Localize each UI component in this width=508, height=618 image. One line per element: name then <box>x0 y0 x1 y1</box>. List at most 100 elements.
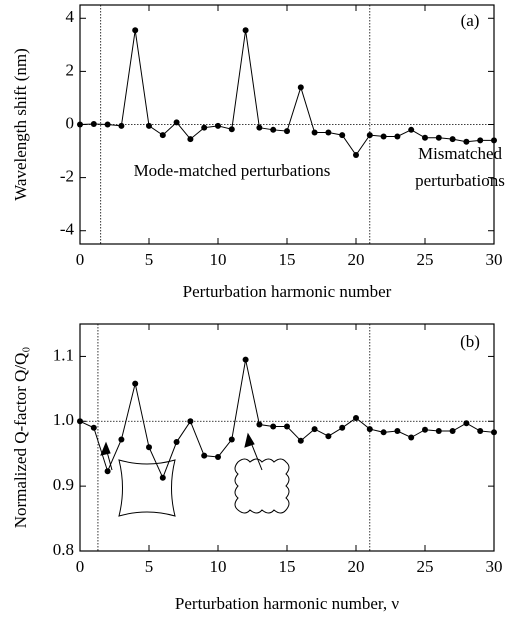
data-point <box>491 429 497 436</box>
y-axis-label: Normalized Q-factor Q/Q₀ <box>11 347 30 529</box>
annotation: perturbations <box>415 171 505 190</box>
y-tick-label: 0 <box>66 113 75 132</box>
data-point <box>215 453 221 460</box>
inset-shape <box>234 458 290 514</box>
data-point <box>215 122 221 129</box>
data-point <box>77 121 83 128</box>
data-point <box>104 121 111 128</box>
data-point <box>187 136 194 143</box>
data-point <box>104 468 111 475</box>
inset-shape <box>118 459 176 517</box>
data-point <box>242 356 249 363</box>
x-tick-label: 0 <box>76 557 85 576</box>
data-point <box>270 423 277 430</box>
data-point <box>90 424 97 431</box>
annotation: Mode-matched perturbations <box>134 161 331 180</box>
x-tick-label: 20 <box>348 557 365 576</box>
x-tick-label: 15 <box>279 250 296 269</box>
x-tick-label: 30 <box>486 557 503 576</box>
data-point <box>366 426 373 433</box>
data-point <box>118 436 125 443</box>
panel-label: (a) <box>461 11 480 30</box>
x-axis-label: Perturbation harmonic number <box>183 282 392 301</box>
x-tick-label: 20 <box>348 250 365 269</box>
data-point <box>353 415 359 422</box>
data-point <box>408 434 415 441</box>
x-tick-label: 25 <box>417 250 434 269</box>
data-point <box>477 137 484 144</box>
series-line <box>79 359 495 480</box>
data-point <box>270 126 277 133</box>
data-point <box>325 129 332 136</box>
x-tick-label: 0 <box>76 250 85 269</box>
data-point <box>201 452 208 459</box>
y-tick-label: 2 <box>66 60 75 79</box>
x-tick-label: 5 <box>145 250 154 269</box>
data-point <box>339 132 346 139</box>
y-tick-label: 1.0 <box>53 410 74 429</box>
inset-drawings <box>100 432 290 517</box>
x-tick-label: 10 <box>210 557 227 576</box>
y-axis-label: Wavelength shift (nm) <box>11 48 30 201</box>
data-point <box>366 132 373 139</box>
data-point <box>228 126 235 133</box>
chart-panel: 0 5 10 15 20 25 30 -4 -2 0 2 4 Perturbation harmonic… <box>11 4 505 301</box>
data-point <box>311 129 318 136</box>
arrow-head <box>100 441 111 456</box>
data-point <box>435 428 442 435</box>
x-axis-label: Perturbation harmonic number, ν <box>175 594 399 613</box>
data-point <box>449 428 456 435</box>
data-point <box>408 126 415 133</box>
data-point <box>256 421 263 428</box>
series-line <box>79 30 494 156</box>
plot-frame <box>79 323 495 552</box>
annotation: Mismatched <box>418 144 503 163</box>
data-point <box>118 122 125 129</box>
data-point <box>449 136 456 143</box>
y-tick-label: 1.1 <box>53 345 74 364</box>
panel-label: (b) <box>460 332 480 351</box>
y-tick-label: 0.8 <box>53 540 74 559</box>
data-point <box>339 424 346 431</box>
x-tick-label: 10 <box>210 250 227 269</box>
data-point <box>422 134 428 141</box>
data-point <box>463 420 470 427</box>
y-tick-label: -4 <box>60 220 75 239</box>
chart-panel: 0 5 10 15 20 25 30 0.8 0.9 1.0 1.1 Perturbation har… <box>11 323 503 613</box>
data-point <box>311 426 318 433</box>
y-tick-label: -2 <box>60 167 74 186</box>
data-point <box>146 122 152 129</box>
data-point <box>201 124 208 131</box>
arrow-head <box>244 432 255 448</box>
data-point <box>394 133 401 140</box>
data-point <box>256 124 263 131</box>
y-tick-label: 0.9 <box>53 475 74 494</box>
data-point <box>463 138 470 145</box>
data-point <box>491 137 497 144</box>
data-point <box>159 474 166 481</box>
x-tick-label: 25 <box>417 557 434 576</box>
x-tick-label: 5 <box>145 557 154 576</box>
data-point <box>77 418 83 425</box>
data-point <box>228 436 235 443</box>
data-point <box>159 132 166 139</box>
x-tick-label: 30 <box>486 250 503 269</box>
data-point <box>435 134 442 141</box>
data-point <box>353 152 359 159</box>
data-point <box>173 439 180 446</box>
data-point <box>380 133 387 140</box>
data-point <box>297 437 304 444</box>
data-point <box>394 428 401 435</box>
x-tick-label: 15 <box>279 557 296 576</box>
data-point <box>477 428 484 435</box>
y-tick-label: 4 <box>66 7 75 26</box>
data-point <box>187 418 194 425</box>
data-point <box>284 128 290 135</box>
data-point <box>325 433 332 440</box>
data-point <box>422 426 428 433</box>
data-point <box>90 120 97 127</box>
data-point <box>173 119 180 126</box>
data-point <box>380 429 387 436</box>
data-point <box>297 84 304 91</box>
